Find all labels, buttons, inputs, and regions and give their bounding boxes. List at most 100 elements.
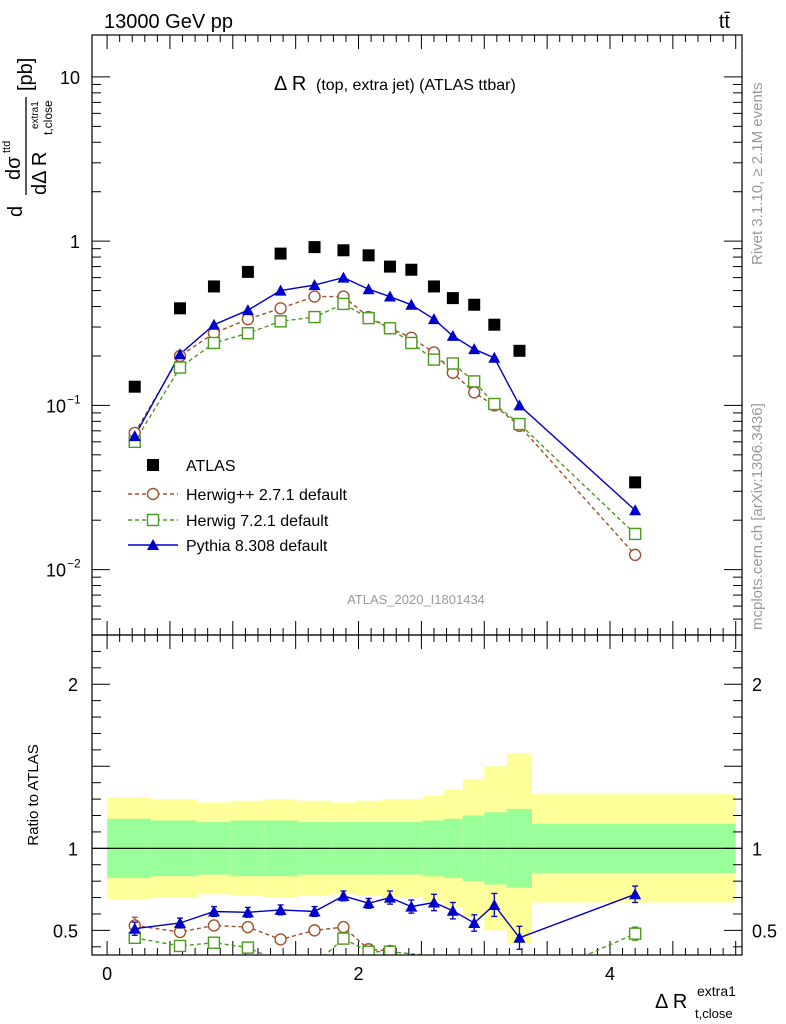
ratio-point-pythia [405, 900, 418, 912]
ratio-x-tick-label: 2 [354, 964, 364, 984]
data-point-herwig7 [488, 397, 501, 411]
ratio-point-herwig7 [383, 945, 397, 955]
ratio-line-pythia [134, 893, 636, 939]
ratio-y-tick-label-left: 2 [68, 675, 78, 695]
series-line-herwigpp [134, 295, 636, 556]
data-point-herwig7 [308, 310, 321, 324]
ratio-point-pythia [468, 917, 481, 928]
data-point-atlas [174, 302, 187, 315]
data-point-pythia [362, 283, 375, 295]
ratio-y-tick-label-right: 1 [752, 839, 762, 859]
main-y-tick-label-base: 10 [46, 561, 66, 581]
chart-title-main: Δ R [274, 73, 306, 95]
main-x-ticks [106, 35, 737, 635]
legend-entry-herwig7: Herwig 7.2.1 default [128, 513, 329, 530]
data-point-pythia [241, 304, 254, 316]
ylabel-den: dΔ R [29, 152, 51, 195]
ratio-x-tick-label: 0 [102, 964, 112, 984]
ratio-y-tick-label-right: 2 [752, 675, 762, 695]
data-point-pythia [308, 279, 321, 291]
ratio-y-tick-label-right: 0.5 [752, 921, 777, 941]
data-point-pythia [488, 351, 501, 363]
ratio-y-tick-label-left: 0.5 [53, 921, 78, 941]
ylabel-den-sub: t,close [41, 100, 55, 135]
ratio-point-herwig7 [337, 932, 350, 945]
data-point-herwig7 [628, 527, 642, 541]
main-y-axis-label: d dσ ttd dΔ R t,close extra1 [pb] [1, 58, 55, 217]
data-point-herwig7 [468, 375, 481, 388]
rivet-label: Rivet 3.1.10, ≥ 2.1M events [749, 83, 766, 266]
data-point-herwig7 [207, 336, 221, 350]
data-point-atlas [383, 260, 396, 273]
analysis-watermark: ATLAS_2020_I1801434 [347, 592, 485, 607]
legend-entry-pythia: Pythia 8.308 default [128, 538, 328, 555]
ratio-point-herwig7 [275, 956, 286, 967]
ratio-point-pythia [383, 891, 396, 903]
data-point-pythia [383, 290, 396, 302]
data-point-atlas [405, 263, 418, 276]
data-point-atlas [128, 380, 141, 393]
data-point-pythia [629, 504, 642, 516]
data-point-atlas [629, 476, 642, 489]
data-point-herwig7 [513, 417, 526, 431]
main-y-tick-label-exp: −2 [67, 557, 81, 571]
legend-marker-atlas [147, 459, 159, 471]
ylabel-unit: [pb] [15, 58, 37, 91]
xlabel-sup: extra1 [697, 983, 736, 999]
data-point-pythia [405, 298, 418, 310]
data-point-herwigpp [468, 386, 481, 399]
data-point-herwig7 [383, 322, 397, 335]
ratio-y-ticks: 0.5 0.5 1 1 2 2 [53, 650, 777, 948]
ratio-point-pythia [241, 906, 254, 918]
ratio-point-herwigpp [207, 919, 221, 932]
ratio-point-herwig7 [173, 939, 187, 953]
data-point-pythia [468, 343, 481, 355]
data-point-atlas [274, 247, 287, 260]
data-point-pythia [337, 271, 350, 283]
data-point-herwig7 [274, 315, 287, 328]
legend-marker-herwigpp [146, 487, 160, 501]
data-point-herwigpp [308, 290, 321, 303]
ratio-point-pythia [427, 896, 440, 908]
data-point-atlas [446, 292, 459, 305]
ratio-series [128, 885, 642, 970]
ratio-point-pythia [488, 898, 501, 910]
data-point-herwig7 [427, 353, 441, 366]
data-point-herwig7 [362, 311, 375, 325]
ratio-point-herwig7 [362, 945, 375, 955]
data-point-pythia [128, 430, 141, 442]
ratio-panel: 0.5 0.5 1 1 2 2 0 2 4 Ratio to ATLAS Δ R t,clos… [25, 634, 777, 1021]
data-point-atlas [488, 318, 501, 331]
legend-marker-pythia [147, 539, 159, 550]
ratio-x-ticks: 0 2 4 [102, 635, 737, 984]
ratio-point-herwig7 [628, 927, 642, 940]
xlabel-main: Δ R [655, 991, 687, 1013]
ratio-point-pythia [274, 903, 287, 915]
chart-title-sub: (top, extra jet) (ATLAS ttbar) [316, 77, 516, 94]
xlabel-sub: t,close [695, 1006, 733, 1021]
legend-label-herwigpp: Herwig++ 2.7.1 default [186, 487, 348, 504]
ratio-point-herwig7 [241, 941, 255, 954]
header-left: 13000 GeV pp [104, 11, 233, 33]
ratio-frame [91, 634, 743, 956]
main-y-tick-label-base: 10 [46, 396, 66, 416]
ratio-y-tick-label-left: 1 [68, 839, 78, 859]
data-point-pythia [207, 318, 220, 330]
legend-entry-herwigpp: Herwig++ 2.7.1 default [128, 487, 348, 504]
main-series-lines [134, 276, 636, 556]
data-point-herwig7 [173, 361, 187, 374]
series-line-pythia [134, 276, 636, 511]
legend-marker-herwig7 [146, 513, 160, 527]
ratio-point-herwigpp [337, 920, 350, 934]
mcplots-label: mcplots.cern.ch [arXiv:1306.3436] [749, 403, 766, 630]
main-series-markers [128, 241, 642, 562]
data-point-herwig7 [405, 336, 418, 350]
data-point-atlas [207, 280, 220, 293]
ratio-point-pythia [128, 922, 141, 934]
main-y-tick-label: 10 [60, 68, 80, 88]
ratio-point-herwig7 [309, 959, 320, 970]
ratio-point-herwig7 [207, 936, 221, 949]
